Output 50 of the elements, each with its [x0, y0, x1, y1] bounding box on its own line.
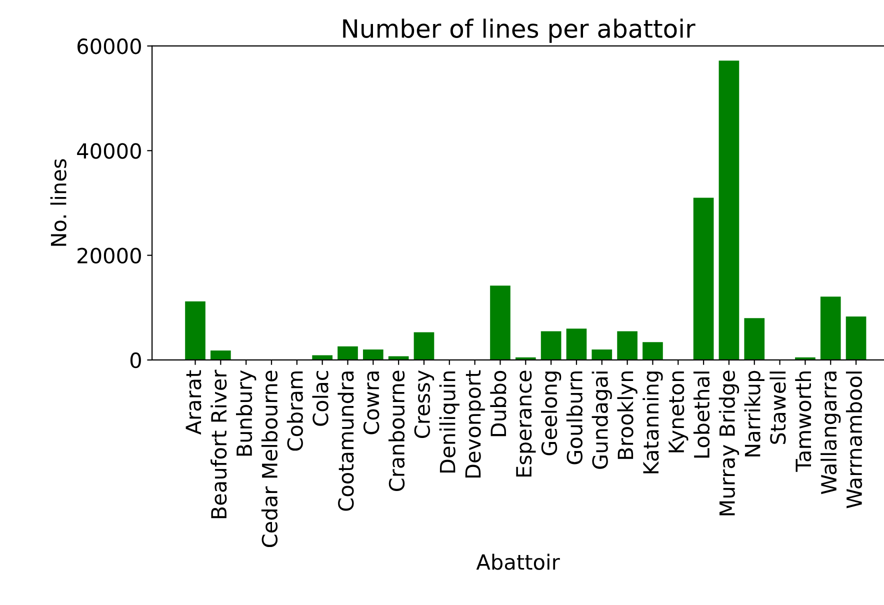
y-tick-label: 60000 [78, 38, 141, 54]
x-tick-label: Ararat [186, 370, 202, 435]
x-tick-label: Warrnambool [846, 372, 862, 508]
bar [846, 316, 866, 360]
bar [566, 328, 587, 360]
x-tick-label: Cedar Melbourne [261, 370, 278, 548]
x-tick-label: Deniliquin [439, 371, 460, 472]
x-tick-label: Devonport [465, 370, 485, 478]
bar [592, 350, 612, 360]
x-tick-label: Bunbury [236, 370, 256, 456]
x-tick-label: Geelong [540, 372, 562, 456]
bar [362, 350, 384, 360]
bar [210, 350, 231, 360]
y-tick-label: 0 [130, 352, 141, 368]
x-tick-label: Cranbourne [388, 370, 405, 492]
x-tick-label: Dubbo [490, 370, 506, 436]
x-axis-title: Abattoir [476, 554, 560, 570]
bar [490, 286, 510, 360]
x-tick-label: Gundagai [592, 372, 612, 469]
y-axis-title: No. lines [50, 159, 66, 246]
x-tick-label: Katanning [642, 372, 663, 474]
x-tick-label: Cootamundra [338, 372, 354, 511]
x-tick-label: Goulburn [566, 371, 583, 464]
bar [718, 60, 740, 360]
x-tick-label: Kyneton [668, 371, 688, 452]
x-tick-label: Beaufort River [210, 370, 227, 518]
bar [820, 296, 841, 360]
bar [338, 346, 358, 360]
bar [540, 331, 562, 360]
y-tick-label: 40000 [77, 143, 141, 159]
x-tick-label: Brooklyn [617, 371, 638, 459]
x-tick-label: Tamworth [795, 371, 812, 472]
bar [693, 198, 714, 360]
bar [414, 332, 434, 360]
x-tick-label: Colac [312, 370, 328, 426]
x-tick-label: Lobethal [693, 372, 710, 458]
x-tick-label: Stawell [770, 372, 786, 444]
bar [185, 301, 206, 360]
x-tick-label: Narrikup [744, 370, 764, 456]
bar [617, 331, 638, 360]
x-tick-label: Wallangarra [820, 372, 841, 494]
bar [642, 342, 663, 360]
x-tick-label: Esperance [516, 370, 536, 477]
x-tick-label: Cowra [363, 372, 380, 434]
bar [744, 318, 765, 360]
chart-title: Number of lines per abattoir [343, 18, 696, 43]
x-tick-label: Cobram [286, 371, 303, 451]
x-tick-label: Cressy [414, 370, 434, 438]
x-tick-label: Murray Bridge [718, 370, 740, 516]
y-tick-label: 20000 [78, 248, 141, 264]
